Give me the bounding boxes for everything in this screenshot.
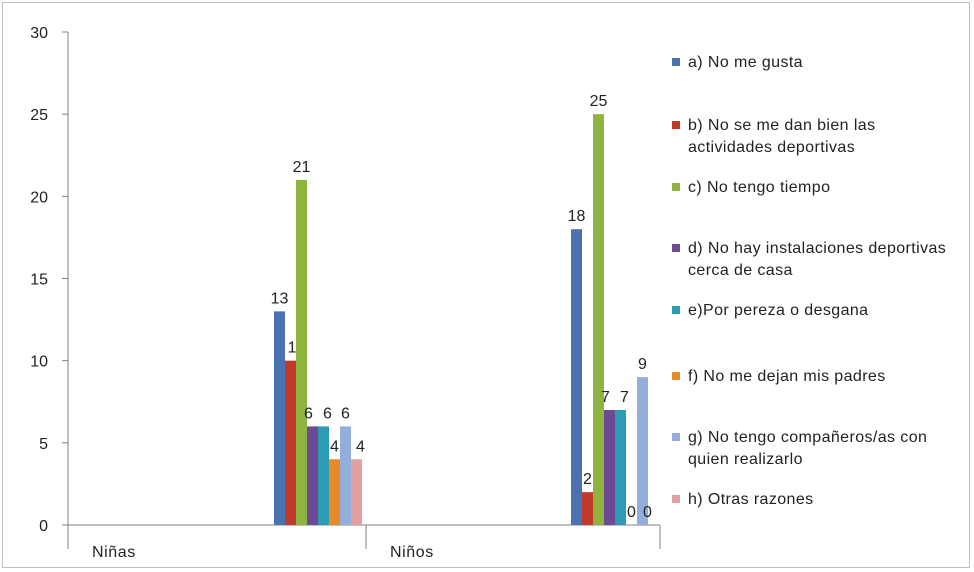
bar [351,459,362,525]
legend-label: f) No me dejan mis padres [688,368,886,385]
y-tick-label: 0 [39,518,48,535]
legend-item: c) No tengo tiempo [672,177,958,199]
legend-item: g) No tengo compañeros/as con quien real… [672,427,958,471]
bar [274,311,285,525]
bar [593,114,604,526]
legend-swatch [672,495,680,503]
legend-swatch [672,121,680,129]
legend-swatch [672,244,680,252]
bar [582,492,593,525]
data-label: 6 [341,405,350,422]
legend-label: b) No se me dan bien las actividades dep… [688,117,876,156]
y-tick-label: 10 [30,354,48,371]
data-label: 4 [330,438,339,455]
x-category-label: Niños [390,544,434,561]
data-label: 13 [271,290,289,307]
bar [340,426,351,525]
y-tick-label: 5 [39,436,48,453]
bar [318,426,329,525]
chart-legend: a) No me gusta b) No se me dan bien las a… [672,0,972,572]
bar [285,360,296,525]
legend-item: f) No me dejan mis padres [672,366,958,388]
legend-swatch [672,183,680,191]
bar [637,377,648,525]
legend-swatch [672,306,680,314]
legend-label: e)Por pereza o desgana [688,302,869,319]
bar [296,179,307,525]
data-label: 6 [323,405,332,422]
legend-item: d) No hay instalaciones deportivas cerca… [672,238,958,282]
legend-swatch [672,433,680,441]
bar [329,459,340,525]
bar [571,229,582,525]
y-tick-label: 15 [30,272,48,289]
legend-label: a) No me gusta [688,54,803,71]
data-label: 0 [643,504,652,521]
y-tick-label: 20 [30,189,48,206]
x-category-label: Niñas [92,544,136,561]
legend-item: e)Por pereza o desgana [672,300,958,322]
legend-label: h) Otras razones [688,491,814,508]
bar [307,426,318,525]
bar [615,409,626,525]
legend-item: b) No se me dan bien las actividades dep… [672,115,958,159]
legend-swatch [672,372,680,380]
data-label: 0 [627,504,636,521]
legend-label: g) No tengo compañeros/as con quien real… [688,429,928,468]
data-label: 18 [568,208,586,225]
legend-swatch [672,58,680,66]
legend-label: d) No hay instalaciones deportivas cerca… [688,240,947,279]
data-label: 6 [304,405,313,422]
data-label: 7 [620,389,629,406]
legend-label: c) No tengo tiempo [688,179,831,196]
y-tick-label: 25 [30,107,48,124]
data-label: 7 [601,389,610,406]
bar [604,409,615,525]
y-tick-label: 30 [30,25,48,42]
legend-item: h) Otras razones [672,489,958,511]
data-label: 4 [356,438,365,455]
data-label: 2 [583,471,592,488]
data-label: 21 [293,159,311,176]
legend-item: a) No me gusta [672,52,958,74]
data-label: 25 [590,93,608,110]
data-label: 9 [638,356,647,373]
